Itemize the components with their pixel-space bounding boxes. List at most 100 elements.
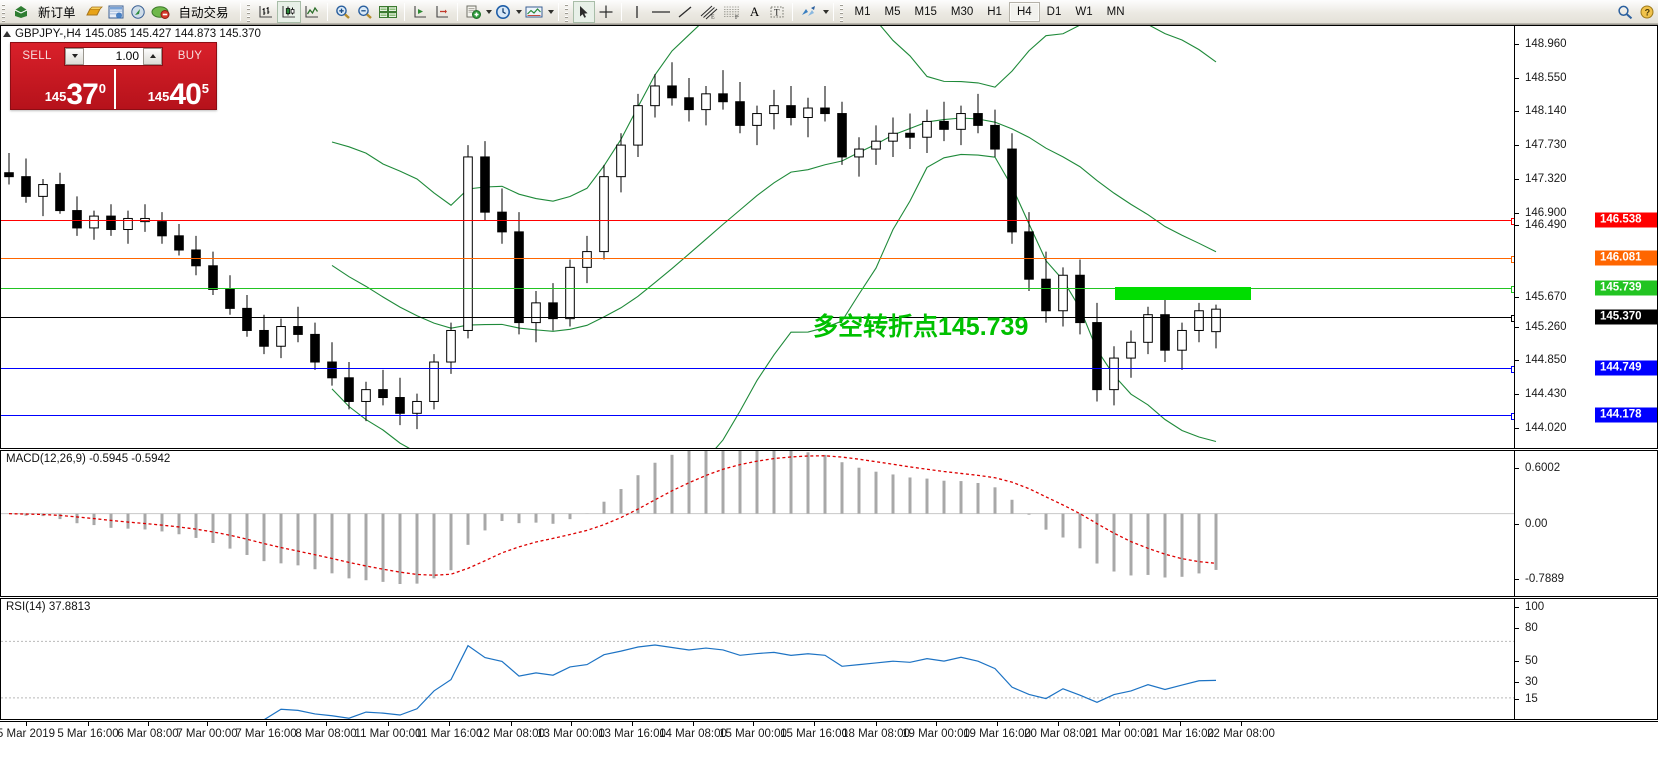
- period-chevron-down-icon[interactable]: [515, 9, 522, 14]
- time-axis-gridmark: [1058, 722, 1059, 726]
- price-level-tag-145.370[interactable]: 145.370: [1595, 309, 1657, 325]
- rsi-axis[interactable]: 100 80 50 30 15: [1514, 599, 1657, 719]
- fibonacci-retracement-icon[interactable]: F: [720, 1, 744, 23]
- volume-increase-button[interactable]: [143, 47, 162, 65]
- time-axis[interactable]: 5 Mar 2019 5 Mar 16:00 6 Mar 08:00 7 Mar 00…: [0, 721, 1658, 747]
- one-click-trading-panel[interactable]: SELL 1.00 BUY 145 37 0: [10, 42, 217, 110]
- price-pane[interactable]: 多空转折点145.739 GBPJPY-,H4 145.085 145.427 …: [0, 25, 1658, 449]
- toolbar-grip-3[interactable]: [563, 1, 571, 22]
- new-order-icon[interactable]: [10, 1, 32, 23]
- toolbar-separator-5: [557, 2, 559, 21]
- chart-annotation-text[interactable]: 多空转折点145.739: [813, 313, 1029, 341]
- bar-chart-icon[interactable]: [255, 1, 277, 23]
- toolbar-grip-4[interactable]: [838, 1, 846, 22]
- zoom-in-icon[interactable]: [332, 1, 354, 23]
- price-level-tag-145.739[interactable]: 145.739: [1595, 280, 1657, 296]
- timeframe-button-h1[interactable]: H1: [987, 5, 1002, 18]
- price-level-line-146.081[interactable]: [1, 256, 1514, 264]
- timeframe-button-h4[interactable]: H4: [1008, 1, 1040, 22]
- macd-plot-area[interactable]: [1, 451, 1514, 596]
- price-level-line-144.749[interactable]: [1, 365, 1514, 373]
- crosshair-icon[interactable]: [595, 1, 617, 23]
- rsi-label: RSI(14) 37.8813: [5, 601, 92, 613]
- svg-text:E: E: [711, 14, 715, 20]
- tile-windows-icon[interactable]: [376, 1, 400, 23]
- templates-icon[interactable]: [522, 1, 546, 23]
- price-level-handle[interactable]: [1511, 365, 1514, 373]
- buy-label[interactable]: BUY: [177, 50, 203, 62]
- toolbar-separator-2: [326, 2, 328, 21]
- price-level-line-144.178[interactable]: [1, 412, 1514, 420]
- green-zone-rectangle[interactable]: [1115, 287, 1251, 300]
- macd-axis[interactable]: 0.6002 0.00 -0.7889: [1514, 451, 1657, 596]
- search-icon[interactable]: [1614, 1, 1636, 23]
- horizontal-line-icon[interactable]: [648, 1, 674, 23]
- rsi-plot-area[interactable]: [1, 599, 1514, 719]
- rsi-pane[interactable]: RSI(14) 37.8813 100 80 50 30 15: [0, 598, 1658, 720]
- cursor-icon[interactable]: [572, 0, 595, 23]
- svg-text:?: ?: [1645, 7, 1651, 17]
- equidistant-channel-icon[interactable]: E: [696, 1, 720, 23]
- help-icon[interactable]: ?: [1636, 1, 1658, 23]
- timeframe-button-w1[interactable]: W1: [1075, 5, 1093, 18]
- time-axis-tick: 11 Mar 16:00: [415, 728, 483, 740]
- trendline-icon[interactable]: [674, 1, 696, 23]
- price-level-line-145.370[interactable]: [1, 314, 1514, 322]
- macd-pane[interactable]: MACD(12,26,9) -0.5945 -0.5942 0.6002 0.00…: [0, 450, 1658, 597]
- vertical-line-icon[interactable]: [626, 1, 648, 23]
- buy-button[interactable]: 145 40 5: [114, 69, 216, 109]
- price-level-handle[interactable]: [1511, 256, 1514, 264]
- arrows-shapes-icon[interactable]: [797, 1, 821, 23]
- autotrading-icon[interactable]: [149, 1, 173, 23]
- navigator-icon[interactable]: [127, 1, 149, 23]
- timeframe-button-m5[interactable]: M5: [884, 5, 901, 18]
- svg-text:F: F: [735, 15, 739, 20]
- price-level-line-145.739[interactable]: [1, 285, 1514, 293]
- price-level-handle[interactable]: [1511, 412, 1514, 420]
- macd-label: MACD(12,26,9) -0.5945 -0.5942: [5, 453, 172, 465]
- shift-end-icon[interactable]: [431, 1, 453, 23]
- price-level-tag-144.749[interactable]: 144.749: [1595, 360, 1657, 376]
- add-indicator-icon[interactable]: [462, 1, 484, 23]
- price-level-tag-146.081[interactable]: 146.081: [1595, 250, 1657, 266]
- shift-start-icon[interactable]: [409, 1, 431, 23]
- timeframe-button-mn[interactable]: MN: [1106, 5, 1125, 18]
- time-axis-gridmark: [326, 722, 327, 726]
- candlestick-chart-icon[interactable]: [276, 0, 301, 23]
- price-level-handle[interactable]: [1511, 314, 1514, 322]
- chart-collapse-icon[interactable]: [3, 31, 11, 37]
- sell-label[interactable]: SELL: [22, 50, 52, 62]
- volume-decrease-button[interactable]: [65, 47, 84, 65]
- zoom-out-icon[interactable]: [354, 1, 376, 23]
- text-label-tool-icon[interactable]: T: [766, 1, 788, 23]
- chart-window[interactable]: 多空转折点145.739 GBPJPY-,H4 145.085 145.427 …: [0, 24, 1658, 772]
- period-clock-icon[interactable]: [492, 1, 514, 23]
- gold-bar-icon[interactable]: [83, 1, 105, 23]
- line-chart-icon[interactable]: [301, 1, 323, 23]
- arrows-chevron-down-icon[interactable]: [822, 9, 829, 14]
- time-axis-gridmark: [266, 722, 267, 726]
- toolbar-grip[interactable]: [1, 1, 8, 22]
- toolbar-grip-2[interactable]: [245, 1, 253, 22]
- time-axis-gridmark: [26, 722, 27, 726]
- text-tool-icon[interactable]: A: [744, 1, 766, 23]
- add-indicator-chevron-down-icon[interactable]: [485, 9, 492, 14]
- new-order-button[interactable]: 新订单: [32, 1, 83, 23]
- autotrading-button[interactable]: 自动交易: [173, 1, 236, 23]
- templates-chevron-down-icon[interactable]: [547, 9, 554, 14]
- timeframe-button-m30[interactable]: M30: [950, 5, 974, 18]
- timeframe-button-m15[interactable]: M15: [914, 5, 937, 18]
- price-level-tag-146.538[interactable]: 146.538: [1595, 212, 1657, 228]
- volume-stepper[interactable]: 1.00: [64, 46, 163, 66]
- timeframe-button-m1[interactable]: M1: [854, 5, 871, 18]
- sell-button[interactable]: 145 37 0: [11, 69, 114, 110]
- price-axis[interactable]: 148.960 148.550 148.140 147.730 147.320 146.9…: [1514, 26, 1657, 448]
- volume-value[interactable]: 1.00: [115, 49, 139, 63]
- price-level-line-146.538[interactable]: [1, 218, 1514, 226]
- price-level-tag-144.178[interactable]: 144.178: [1595, 407, 1657, 423]
- price-level-handle[interactable]: [1511, 285, 1514, 293]
- price-level-handle[interactable]: [1511, 218, 1514, 226]
- timeframe-button-d1[interactable]: D1: [1046, 5, 1062, 18]
- price-plot-area[interactable]: 多空转折点145.739 GBPJPY-,H4 145.085 145.427 …: [1, 26, 1514, 448]
- market-watch-icon[interactable]: [105, 1, 127, 23]
